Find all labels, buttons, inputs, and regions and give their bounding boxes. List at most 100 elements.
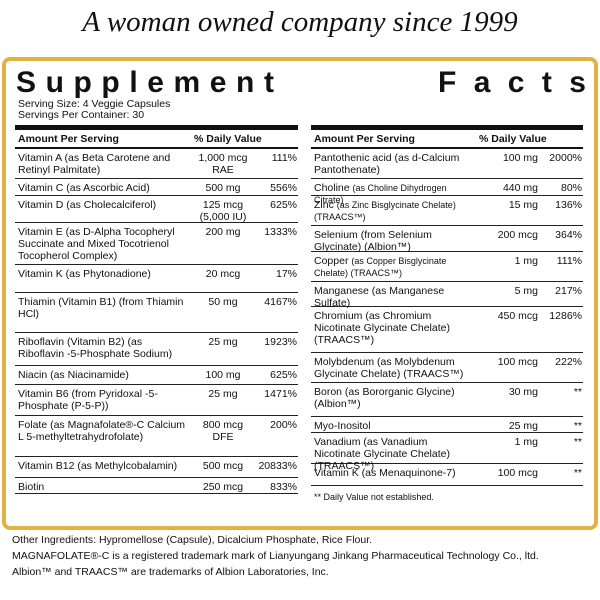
title-letter: F [438,66,457,99]
title-letter: e [147,66,164,99]
nutrient-dv: 1286% [549,310,582,322]
nutrient-source: (as Copper Bisglycinate Chelate) (TRAACS… [314,256,447,278]
nutrient-amount: 25 mg [208,336,238,348]
nutrient-name-text: Vitamin A (as Beta Carotene and Retinyl … [18,152,171,176]
nutrient-dv: 556% [270,182,297,194]
bottom-notes: Other Ingredients: Hypromellose (Capsule… [12,532,592,580]
nutrient-name: Riboflavin (Vitamin B2) (as Riboflavin -… [15,336,191,360]
nutrient-name: Vitamin D (as Cholecalciferol) [15,199,191,211]
nutrient-row: Zinc (as Zinc Bisglycinate Chelate) (TRA… [311,196,583,226]
nutrient-name-text: Vitamin C (as Ascorbic Acid) [18,182,150,194]
footnote: ** Daily Value not established. [314,492,434,502]
nutrient-amount: 25 mg [208,388,238,400]
title-letter: s [569,66,586,99]
nutrient-row: Vitamin K (as Phytonadione) 20 mcg 17% [15,265,298,293]
nutrient-amount: 5 mg [514,285,538,297]
nutrient-dv: 625% [270,199,297,211]
nutrient-name-text: Vitamin B12 (as Methylcobalamin) [18,460,178,472]
right-column-header: Amount Per Serving % Daily Value [311,125,583,149]
nutrient-dv: 80% [560,182,582,194]
title-letter: S [16,66,37,99]
nutrient-amount: 800 mcg DFE [202,419,244,443]
nutrient-name: Vitamin B6 (from Pyridoxal -5-Phosphate … [15,388,191,412]
nutrient-dv: 111% [556,255,582,267]
right-column: Amount Per Serving % Daily Value Pantoth… [311,125,583,502]
nutrient-dv: 1923% [264,336,297,348]
nutrient-name: Vitamin E (as D-Alpha Tocopheryl Succina… [15,226,191,262]
nutrient-name: Vanadium (as Vanadium Nicotinate Glycina… [311,436,480,472]
other-ingredients: Other Ingredients: Hypromellose (Capsule… [12,534,373,546]
nutrient-amount: 1 mg [514,255,538,267]
nutrient-name: Vitamin K (as Menaquinone-7) [311,467,480,479]
nutrient-row: Vitamin E (as D-Alpha Tocopheryl Succina… [15,223,298,265]
nutrient-row: Vitamin A (as Beta Carotene and Retinyl … [15,149,298,179]
nutrient-name-text: Niacin (as Niacinamide) [18,369,129,381]
nutrient-dv: ** [573,436,582,448]
nutrient-row: Vitamin C (as Ascorbic Acid) 500 mg 556% [15,179,298,196]
nutrient-dv: ** [573,386,582,398]
nutrient-name-text: Folate (as Magnafolate®-C Calcium L 5-me… [18,419,186,443]
nutrient-name-text: Vitamin K (as Menaquinone-7) [314,467,456,479]
nutrient-row: Niacin (as Niacinamide) 100 mg 625% [15,366,298,385]
nutrient-amount: 200 mg [205,226,241,238]
nutrient-dv: 625% [270,369,297,381]
nutrient-amount: 450 mcg [497,310,538,322]
title-letter: n [236,66,255,99]
nutrient-name: Molybdenum (as Molybdenum Glycinate Chel… [311,356,480,380]
left-column: Amount Per Serving % Daily Value Vitamin… [15,125,298,494]
nutrient-row: Vitamin D (as Cholecalciferol) 125 mcg (5… [15,196,298,223]
nutrient-name: Zinc (as Zinc Bisglycinate Chelate) (TRA… [311,199,480,223]
nutrient-amount: 100 mg [205,369,241,381]
nutrient-row: Choline (as Choline Dihydrogen Citrate) 4… [311,179,583,205]
nutrient-dv: 20833% [258,460,297,472]
nutrient-name-text: Molybdenum (as Molybdenum Glycinate Chel… [314,356,464,380]
nutrient-row: Thiamin (Vitamin B1) (from Thiamin HCl) 5… [15,293,298,333]
nutrient-name-text: Choline [314,182,350,194]
nutrient-amount: 250 mcg [202,481,244,493]
nutrient-name: Selenium (from Selenium Glycinate) (Albi… [311,229,480,253]
nutrient-dv: 222% [555,356,582,368]
nutrient-name: Manganese (as Manganese Sulfate) [311,285,480,309]
nutrient-amount: 440 mg [502,182,538,194]
nutrient-name-text: Vitamin B6 (from Pyridoxal -5-Phosphate … [18,388,158,412]
header-dv: % Daily Value [479,132,547,145]
nutrient-amount: 20 mcg [205,268,241,280]
nutrient-name-text: Thiamin (Vitamin B1) (from Thiamin HCl) [18,296,184,320]
header-amount: Amount Per Serving [314,132,415,145]
nutrient-row: Riboflavin (Vitamin B2) (as Riboflavin -… [15,333,298,366]
nutrient-name-text: Pantothenic acid (as d-Calcium Pantothen… [314,152,460,176]
nutrient-name-text: Myo-Inositol [314,420,371,432]
nutrient-name: Myo-Inositol [311,420,480,432]
nutrient-row: Boron (as Bororganic Glycine) (Albion™) 3… [311,383,583,417]
servings-per-container: Servings Per Container: 30 [18,109,145,121]
nutrient-amount: 30 mg [508,386,538,398]
nutrient-row: Folate (as Magnafolate®-C Calcium L 5-me… [15,416,298,457]
nutrient-name: Vitamin A (as Beta Carotene and Retinyl … [15,152,191,176]
nutrient-amount: 500 mg [205,182,241,194]
nutrient-name-text: Manganese (as Manganese Sulfate) [314,285,445,309]
nutrient-row: Pantothenic acid (as d-Calcium Pantothen… [311,149,583,179]
nutrient-name: Chromium (as Chromium Nicotinate Glycina… [311,310,480,346]
nutrient-row: Vitamin K (as Menaquinone-7) 100 mcg ** [311,464,583,486]
nutrient-name-text: Zinc [314,199,334,211]
nutrient-name-text: Vanadium (as Vanadium Nicotinate Glycina… [314,436,450,472]
nutrient-amount: 125 mcg (5,000 IU) [199,199,247,223]
nutrient-dv: ** [573,467,582,479]
nutrient-name: Vitamin K (as Phytonadione) [15,268,191,280]
nutrient-name-text: Riboflavin (Vitamin B2) (as Riboflavin -… [18,336,173,360]
trademark-albion: Albion™ and TRAACS™ are trademarks of Al… [12,566,329,578]
nutrient-name: Vitamin B12 (as Methylcobalamin) [15,460,191,472]
nutrient-dv: 364% [555,229,582,241]
title-letter: u [45,66,64,99]
nutrient-row: Chromium (as Chromium Nicotinate Glycina… [311,307,583,353]
header-amount: Amount Per Serving [18,132,119,145]
nutrient-dv: 217% [555,285,582,297]
nutrient-dv: 1471% [264,388,297,400]
nutrient-dv: 136% [555,199,582,211]
nutrient-amount: 1,000 mcg RAE [198,152,248,176]
nutrient-dv: 4167% [264,296,297,308]
nutrient-name: Folate (as Magnafolate®-C Calcium L 5-me… [15,419,191,443]
